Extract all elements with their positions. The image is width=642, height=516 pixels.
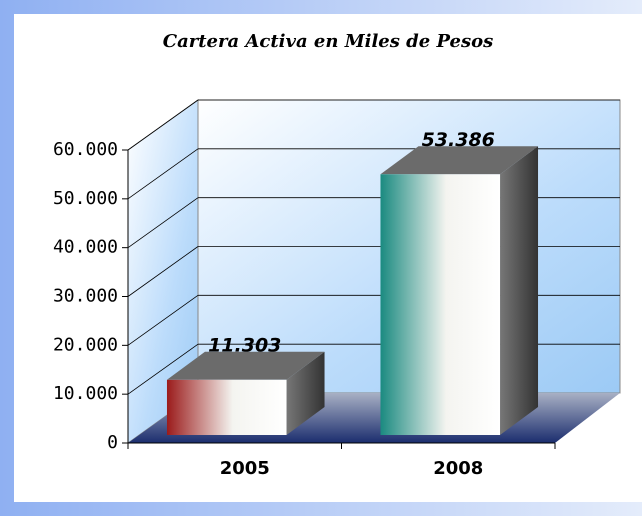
data-label: 53.386	[422, 129, 495, 151]
bar-top	[380, 146, 539, 175]
y-tick-label: 40.000	[53, 237, 118, 258]
bar-side	[286, 351, 325, 435]
grid-line	[127, 148, 199, 200]
bar-front	[166, 379, 287, 435]
y-tick-label: 0	[107, 432, 118, 453]
grid-line	[127, 343, 199, 395]
y-tick-label: 60.000	[53, 139, 118, 160]
bar	[380, 146, 539, 435]
grid-line	[127, 197, 199, 248]
bar-top	[166, 351, 325, 380]
bar-side	[500, 146, 539, 435]
y-tick-label: 20.000	[53, 334, 118, 355]
bar-front	[380, 174, 501, 435]
grid-line	[127, 246, 199, 297]
data-label: 11.303	[208, 334, 281, 356]
grid-line	[127, 295, 199, 346]
y-tick-label: 50.000	[53, 188, 118, 209]
x-tick-label: 2005	[220, 458, 270, 479]
y-tick-label: 30.000	[53, 286, 118, 307]
bar	[166, 351, 325, 435]
grid-line	[127, 99, 199, 151]
y-tick-label: 10.000	[53, 383, 118, 404]
x-tick-label: 2008	[433, 458, 483, 479]
chart-title: Cartera Activa en Miles de Pesos	[163, 31, 493, 52]
